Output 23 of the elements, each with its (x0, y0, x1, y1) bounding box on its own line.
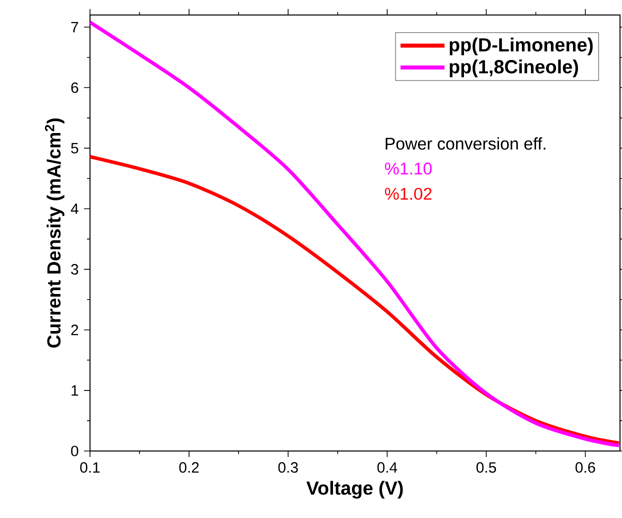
line-series (90, 20, 620, 448)
x-tick-label: 0.5 (476, 462, 496, 473)
x-tick-label: 0.4 (377, 462, 398, 473)
x-tick-label: 0.2 (179, 462, 199, 473)
annotation: %1.02 (384, 188, 432, 200)
y-tick-label: 6 (71, 82, 78, 93)
annotation: Power conversion eff. (386, 137, 546, 150)
legend-label: pp(D-Limonene) (450, 38, 593, 56)
y-tick-label: 0 (71, 446, 78, 456)
line-series (90, 154, 620, 445)
x-axis-title: Voltage (V) (306, 480, 403, 499)
y-axis-title: Current Density (mA/cm$^{2}$) (44, 118, 64, 348)
x-tick-label: 0.1 (80, 462, 100, 473)
x-tick-label: 0.6 (576, 462, 596, 473)
x-tick-label: 0.3 (278, 462, 298, 473)
y-tick-label: 5 (71, 142, 78, 154)
y-tick-label: 1 (72, 385, 78, 396)
y-tick-label: 3 (71, 264, 78, 275)
legend-label: pp(1,8Cineole) (450, 60, 578, 78)
y-tick-label: 4 (70, 204, 78, 214)
annotation: %1.10 (384, 162, 432, 175)
y-tick-label: 7 (71, 22, 78, 32)
y-tick-label: 2 (71, 324, 78, 336)
